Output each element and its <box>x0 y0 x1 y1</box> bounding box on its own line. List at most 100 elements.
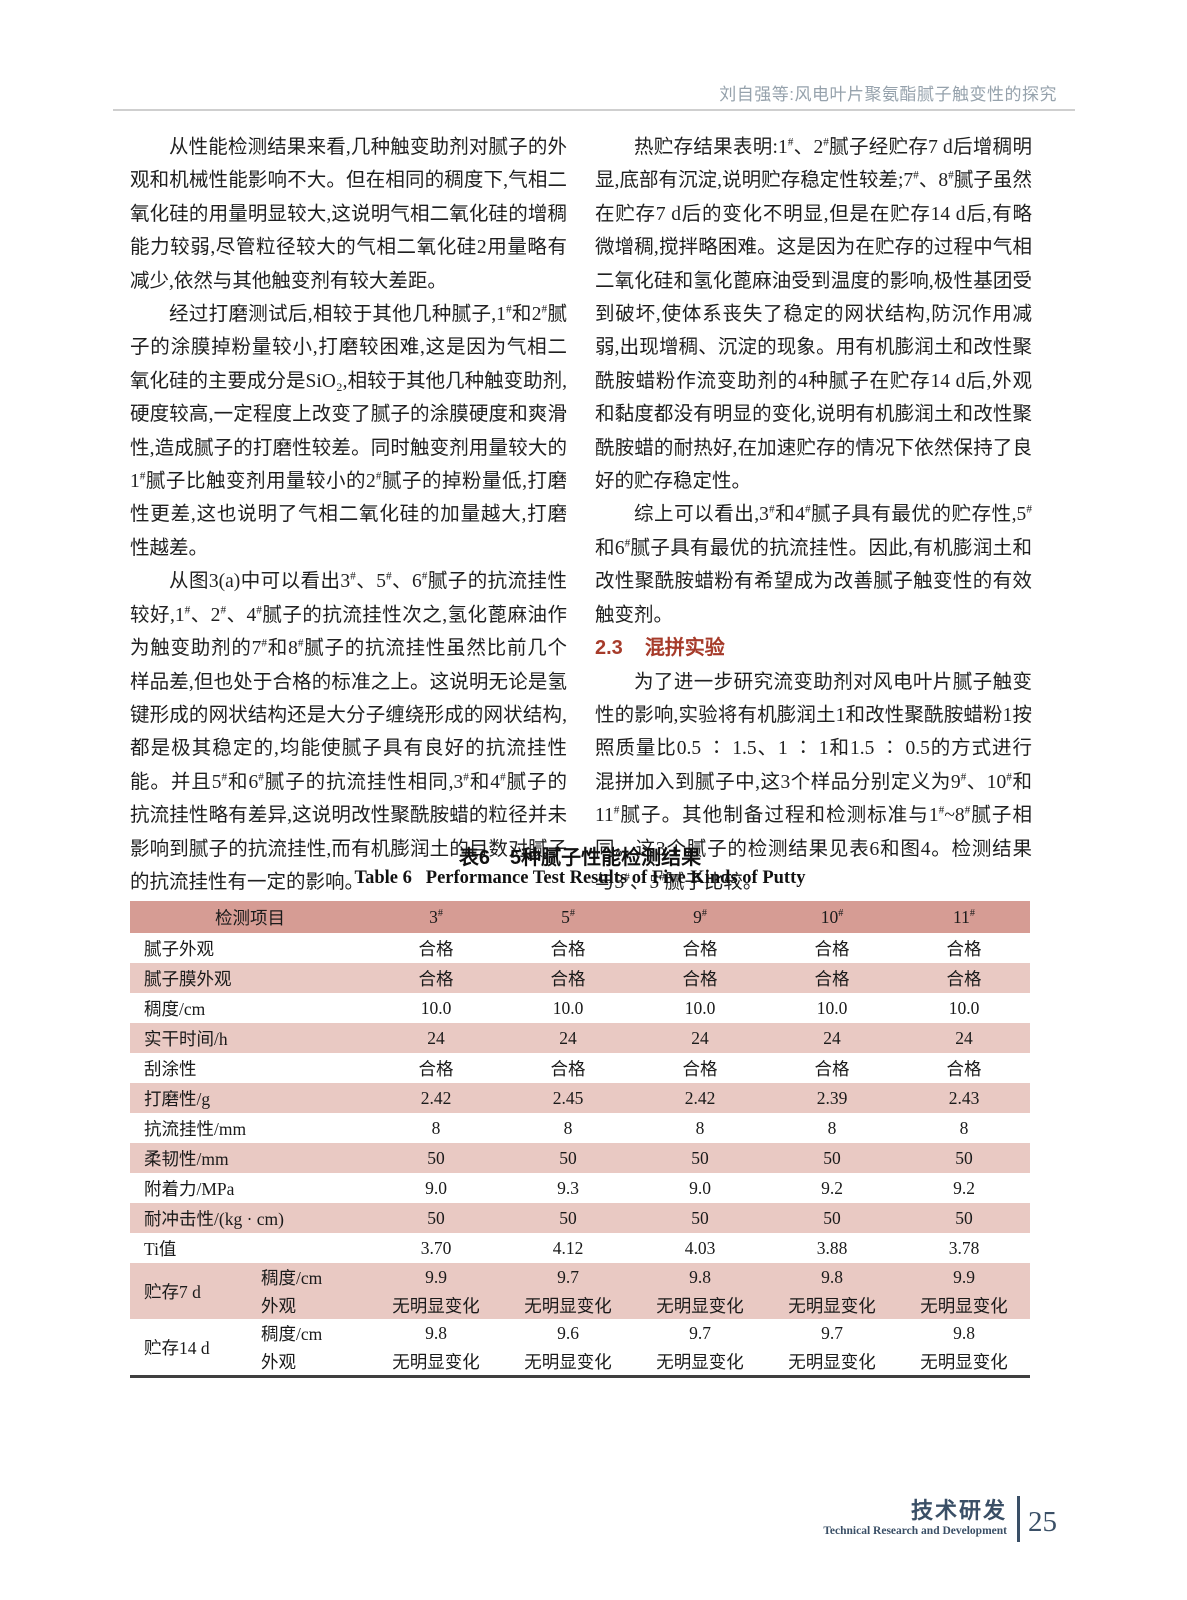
row-label: 打磨性/g <box>144 1088 211 1109</box>
paragraph: 热贮存结果表明:1#、2#腻子经贮存7 d后增稠明显,底部有沉淀,说明贮存稳定性… <box>595 136 1032 493</box>
group-label: 贮存7 d <box>144 1281 201 1302</box>
paragraph: 经过打磨测试后,相较于其他几种腻子,1#和2#腻子的涂膜掉粉量较小,打磨较困难,… <box>130 303 567 559</box>
table-cell: 24 <box>427 1027 445 1048</box>
table-cell: 合格 <box>418 1058 454 1079</box>
table-cell: 9.8 <box>821 1266 843 1287</box>
footer-section-en: Technical Research and Development <box>823 1525 1007 1537</box>
table-cell: 合格 <box>814 968 850 989</box>
paragraph: 从性能检测结果来看,几种触变助剂对腻子的外观和机械性能影响不大。但在相同的稠度下… <box>130 137 567 292</box>
table-cell: 9.8 <box>689 1266 711 1287</box>
table-cell: 9.0 <box>689 1177 711 1198</box>
table-cell: 24 <box>823 1027 841 1048</box>
right-column: 热贮存结果表明:1#、2#腻子经贮存7 d后增稠明显,底部有沉淀,说明贮存稳定性… <box>595 131 1032 899</box>
table-cell: 无明显变化 <box>392 1295 480 1316</box>
table-row: Ti值 3.70 4.12 4.03 3.88 3.78 <box>130 1233 1030 1263</box>
footer-section-labels: 技术研发 Technical Research and Development <box>823 1499 1007 1539</box>
table-cell: 9.8 <box>425 1322 447 1343</box>
table-cell: 4.12 <box>552 1237 584 1258</box>
left-column: 从性能检测结果来看,几种触变助剂对腻子的外观和机械性能影响不大。但在相同的稠度下… <box>130 131 567 899</box>
table-cell: 9.2 <box>953 1177 975 1198</box>
table-header-cell: 9# <box>693 906 707 927</box>
row-label: 腻子膜外观 <box>144 968 232 989</box>
table-cell: 合格 <box>814 1058 850 1079</box>
table-cell: 无明显变化 <box>920 1351 1008 1372</box>
table-cell: 50 <box>955 1147 973 1168</box>
paragraph: 为了进一步研究流变助剂对风电叶片腻子触变性的影响,实验将有机膨润土1和改性聚酰胺… <box>595 671 1032 893</box>
table-cell: 合格 <box>682 1058 718 1079</box>
row-label: 柔韧性/mm <box>144 1148 229 1169</box>
table-group-row: 贮存14 d 稠度/cm 9.8 9.6 9.7 9.7 9.8 外观 无明显变化 无明显变化 无明… <box>130 1319 1030 1375</box>
page-number: 25 <box>1028 1505 1057 1538</box>
table-row: 腻子外观 合格 合格 合格 合格 合格 <box>130 933 1030 963</box>
page-footer: 技术研发 Technical Research and Development … <box>823 1496 1057 1542</box>
table-cell: 无明显变化 <box>656 1351 744 1372</box>
row-label: 实干时间/h <box>144 1028 228 1049</box>
table-cell: 无明显变化 <box>392 1351 480 1372</box>
table-cell: 2.45 <box>552 1087 584 1108</box>
row-label: 抗流挂性/mm <box>144 1118 247 1139</box>
table-cell: 50 <box>823 1147 841 1168</box>
table-group-row: 贮存7 d 稠度/cm 9.9 9.7 9.8 9.8 9.9 外观 无明显变化 无明显变化 无明显… <box>130 1263 1030 1319</box>
table-cell: 8 <box>827 1117 837 1138</box>
table-cell: 合格 <box>946 1058 982 1079</box>
table-cell: 合格 <box>418 968 454 989</box>
table-row: 打磨性/g 2.42 2.45 2.42 2.39 2.43 <box>130 1083 1030 1113</box>
subrow-label: 稠度/cm <box>261 1323 323 1344</box>
table-cell: 8 <box>431 1117 441 1138</box>
table-cell: 50 <box>823 1207 841 1228</box>
section-number: 2.3 <box>595 637 623 660</box>
row-label: 附着力/MPa <box>144 1178 235 1199</box>
table-cell: 50 <box>559 1147 577 1168</box>
footer-section-cn: 技术研发 <box>910 1498 1007 1523</box>
table-cell: 无明显变化 <box>656 1295 744 1316</box>
table-header-cell: 10# <box>820 906 844 927</box>
table-cell: 9.9 <box>425 1266 447 1287</box>
section-title: 混拼实验 <box>644 637 725 660</box>
row-label: 稠度/cm <box>144 998 206 1019</box>
table-subrow: 稠度/cm 9.9 9.7 9.8 9.8 9.9 <box>245 1263 1030 1291</box>
table-row: 附着力/MPa 9.0 9.3 9.0 9.2 9.2 <box>130 1173 1030 1203</box>
table-subrow: 外观 无明显变化 无明显变化 无明显变化 无明显变化 无明显变化 <box>245 1291 1030 1319</box>
table-cell: 50 <box>691 1207 709 1228</box>
subrow-label: 外观 <box>261 1295 296 1316</box>
section-heading: 2.3 混拼实验 <box>595 632 1032 665</box>
table-subrow: 稠度/cm 9.8 9.6 9.7 9.7 9.8 <box>245 1319 1030 1347</box>
table-header-cell: 11# <box>953 906 975 927</box>
paragraph: 从图3(a)中可以看出3#、5#、6#腻子的抗流挂性较好,1#、2#、4#腻子的… <box>130 570 567 893</box>
table-cell: 24 <box>559 1027 577 1048</box>
table-subrows: 稠度/cm 9.8 9.6 9.7 9.7 9.8 外观 无明显变化 无明显变化 无明显变化 无明显… <box>245 1319 1030 1375</box>
table-cell: 无明显变化 <box>524 1351 612 1372</box>
running-head: 刘自强等:风电叶片聚氨酯腻子触变性的探究 <box>719 85 1057 104</box>
table-header-cell: 3# <box>429 906 443 927</box>
row-label: 耐冲击性/(kg · cm) <box>144 1208 284 1229</box>
table-cell: 10.0 <box>816 997 848 1018</box>
table-cell: 合格 <box>946 938 982 959</box>
subrow-label: 外观 <box>261 1351 296 1372</box>
table-cell: 无明显变化 <box>920 1295 1008 1316</box>
table-cell: 4.03 <box>684 1237 716 1258</box>
table-cell: 无明显变化 <box>788 1351 876 1372</box>
table-cell: 8 <box>695 1117 705 1138</box>
table-cell: 9.7 <box>557 1266 579 1287</box>
performance-table: 检测项目 3# 5# 9# 10# 11# 腻子外观 合格 合格 合格 合格 合格 腻子膜外观 合格 合格合… <box>130 901 1030 1378</box>
table-cell: 50 <box>559 1207 577 1228</box>
table-title-en: Table 6 Performance Test Results of Five… <box>354 868 806 888</box>
table-cell: 9.7 <box>689 1322 711 1343</box>
table-row: 柔韧性/mm 50 50 50 50 50 <box>130 1143 1030 1173</box>
table-subrow: 外观 无明显变化 无明显变化 无明显变化 无明显变化 无明显变化 <box>245 1347 1030 1375</box>
table-header-cell: 检测项目 <box>215 907 285 928</box>
table-cell: 2.43 <box>948 1087 980 1108</box>
table-row: 刮涂性 合格 合格 合格 合格 合格 <box>130 1053 1030 1083</box>
table-cell: 9.2 <box>821 1177 843 1198</box>
paragraph: 综上可以看出,3#和4#腻子具有最优的贮存性,5#和6#腻子具有最优的抗流挂性。… <box>595 503 1032 626</box>
table-cell: 10.0 <box>684 997 716 1018</box>
table-cell: 合格 <box>418 938 454 959</box>
table-cell: 合格 <box>550 1058 586 1079</box>
table-row: 腻子膜外观 合格 合格 合格 合格 合格 <box>130 963 1030 993</box>
table-cell: 合格 <box>550 968 586 989</box>
group-label: 贮存14 d <box>144 1337 210 1358</box>
subrow-label: 稠度/cm <box>261 1267 323 1288</box>
table-cell: 50 <box>955 1207 973 1228</box>
table-cell: 3.78 <box>948 1237 980 1258</box>
